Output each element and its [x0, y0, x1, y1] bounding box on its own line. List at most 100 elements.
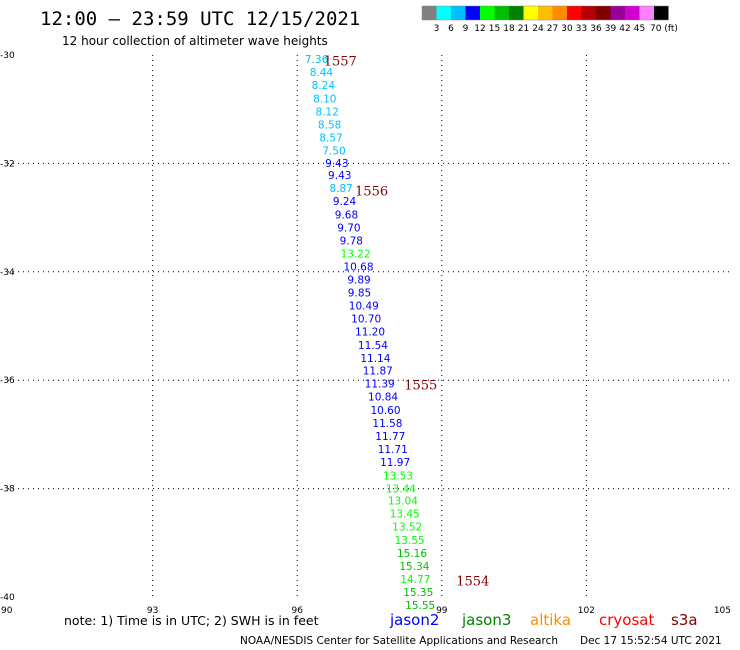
scale-label: 45 [634, 24, 645, 34]
scale-label: 33 [576, 24, 587, 34]
lon-tick-label: 93 [147, 606, 158, 616]
wave-height-label: 11.97 [380, 457, 410, 469]
lat-tick-label: -34 [0, 268, 15, 278]
scale-label: 39 [605, 24, 617, 34]
scale-swatch [451, 6, 466, 20]
scale-swatch [509, 6, 524, 20]
wave-height-label: 8.44 [310, 67, 334, 79]
wave-height-label: 13.44 [386, 484, 416, 496]
wave-height-label: 8.10 [313, 93, 336, 105]
wave-height-label: 11.39 [365, 378, 395, 390]
scale-label: 30 [561, 24, 573, 34]
axis-tick-labels: 90 93 96 99 102 105 -30 -32 -34 -36 -38 -40 [0, 51, 731, 616]
timestamp-text: Dec 17 15:52:54 UTC 2021 [580, 635, 722, 647]
scale-swatch [422, 6, 437, 20]
wave-height-label: 7.50 [322, 145, 345, 157]
wave-height-label: 8.57 [319, 132, 342, 144]
wave-height-label: 15.16 [397, 548, 427, 560]
credit-text: NOAA/NESDIS Center for Satellite Applica… [240, 635, 558, 647]
footer-note: note: 1) Time is in UTC; 2) SWH is in fe… [64, 613, 319, 628]
scale-swatch [610, 6, 625, 20]
scale-label: 12 [474, 24, 485, 34]
scale-swatch [596, 6, 611, 20]
wave-height-label: 7.36 [305, 54, 329, 66]
wave-height-label: 10.68 [343, 261, 373, 273]
scale-swatch [639, 6, 654, 20]
lat-tick-label: -40 [0, 593, 15, 603]
scale-label: 6 [448, 24, 454, 34]
wave-height-label: 13.55 [395, 535, 425, 547]
scale-label: 15 [489, 24, 500, 34]
lon-tick-label: 96 [291, 606, 303, 616]
pass-number: 1554 [456, 575, 489, 590]
wave-height-label: 11.14 [360, 353, 390, 365]
wave-height-label: 11.77 [375, 431, 405, 443]
wave-height-label: 9.43 [328, 170, 351, 182]
scale-swatch [465, 6, 480, 20]
scale-swatch [567, 6, 582, 20]
color-scale-legend: 3 6 9 12 15 18 21 24 27 30 33 36 39 42 45 70 (ft) [421, 5, 678, 34]
scale-label: 27 [547, 24, 558, 34]
scale-swatch [538, 6, 553, 20]
wave-height-label: 14.77 [400, 574, 430, 586]
wave-height-label: 11.54 [358, 340, 388, 352]
lon-tick-label: 102 [578, 606, 595, 616]
scale-swatch [436, 6, 451, 20]
wave-height-label: 13.22 [341, 248, 371, 260]
pass-number: 1555 [404, 379, 437, 394]
lat-tick-label: -38 [0, 485, 15, 495]
wave-height-points: 7.368.448.248.108.128.588.577.509.439.43… [305, 54, 435, 612]
page-subtitle: 12 hour collection of altimeter wave hei… [62, 34, 328, 48]
lon-tick-label: 105 [714, 606, 731, 616]
wave-height-label: 9.70 [337, 222, 360, 234]
lon-tick-label: 90 [1, 606, 13, 616]
scale-swatch [480, 6, 495, 20]
scale-border [421, 5, 669, 21]
scale-swatch [552, 6, 567, 20]
wave-height-label: 10.60 [370, 405, 400, 417]
wave-height-label: 8.12 [316, 106, 339, 118]
scale-label: 21 [518, 24, 529, 34]
wave-height-label: 10.84 [368, 391, 398, 403]
satellite-s3a: s3a [671, 611, 698, 629]
wave-height-label: 9.24 [333, 196, 357, 208]
satellite-cryosat: cryosat [599, 611, 654, 629]
wave-height-label: 11.71 [378, 444, 408, 456]
wave-height-label: 8.87 [329, 183, 352, 195]
page-title: 12:00 – 23:59 UTC 12/15/2021 [40, 8, 360, 30]
wave-height-label: 15.35 [403, 587, 433, 599]
wave-height-label: 15.55 [405, 600, 435, 612]
wave-height-label: 9.78 [340, 235, 363, 247]
lat-tick-label: -30 [0, 51, 15, 61]
wave-height-label: 9.43 [325, 158, 348, 170]
scale-label: 18 [503, 24, 515, 34]
lat-tick-label: -36 [0, 376, 15, 386]
scale-label: 36 [590, 24, 602, 34]
scale-swatch [581, 6, 596, 20]
scale-swatch [625, 6, 640, 20]
wave-height-label: 9.85 [348, 287, 371, 299]
wave-height-label: 11.58 [372, 418, 402, 430]
scale-label: 70 (ft) [650, 24, 678, 34]
wave-height-label: 13.45 [390, 509, 420, 521]
wave-height-label: 15.34 [399, 561, 429, 573]
scale-label: 24 [532, 24, 544, 34]
wave-height-label: 8.24 [312, 80, 336, 92]
pass-number-labels: 1557 1556 1555 1554 [324, 54, 490, 589]
scale-swatch [523, 6, 538, 20]
scale-label: 3 [434, 24, 440, 34]
pass-number: 1556 [355, 185, 388, 200]
wave-height-label: 11.20 [355, 326, 385, 338]
pass-number: 1557 [324, 54, 357, 69]
satellite-altika: altika [530, 611, 571, 629]
wave-height-label: 10.49 [349, 300, 379, 312]
wave-height-label: 13.52 [392, 522, 422, 534]
satellite-legend: jason2 jason3 altika cryosat s3a [389, 611, 698, 629]
wave-height-label: 11.87 [363, 365, 393, 377]
satellite-jason2: jason2 [389, 611, 439, 629]
scale-swatch [654, 6, 669, 20]
lat-lon-grid [8, 55, 731, 597]
wave-height-label: 8.58 [318, 119, 341, 131]
lon-tick-label: 99 [436, 606, 448, 616]
